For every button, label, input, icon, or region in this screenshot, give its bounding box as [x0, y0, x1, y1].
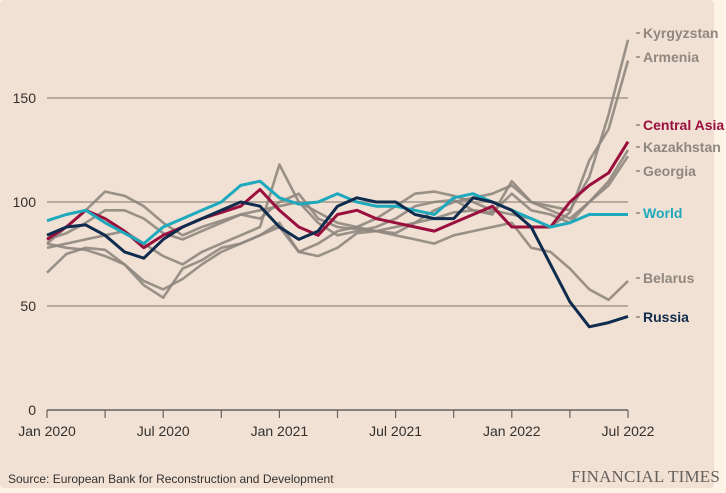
series-line-belarus: [46, 221, 629, 302]
y-axis: 0 50 100 150: [13, 90, 37, 418]
series-label-russia: Russia: [643, 309, 689, 325]
x-tick-label: Jan 2020: [18, 423, 76, 439]
y-tick-label: 50: [20, 298, 36, 314]
series-label-georgia: Georgia: [643, 163, 696, 179]
y-tick-label: 0: [28, 402, 36, 418]
series-lines: [46, 39, 630, 329]
x-tick-label: Jul 2021: [369, 423, 422, 439]
chart-panel: [0, 0, 714, 488]
series-line-world: [46, 179, 628, 246]
series-label-world: World: [643, 205, 682, 221]
x-tick-label: Jan 2021: [251, 423, 309, 439]
x-tick-label: Jul 2020: [137, 423, 190, 439]
series-line-georgia: [46, 155, 630, 300]
x-tick-label: Jul 2022: [602, 423, 655, 439]
series-label-central-asia: Central Asia: [643, 117, 724, 133]
ft-logo: FINANCIAL TIMES: [571, 467, 720, 486]
y-tick-label: 100: [13, 194, 37, 210]
source-note: Source: European Bank for Reconstruction…: [8, 472, 334, 486]
series-line-russia: [46, 196, 629, 329]
x-axis: Jan 2020 Jul 2020 Jan 2021 Jul 2021 Jan 2022…: [18, 409, 655, 439]
series-labels: Kyrgyzstan Armenia Central Asia Kazakhstan G…: [636, 25, 724, 325]
series-label-belarus: Belarus: [643, 270, 695, 286]
series-label-kyrgyzstan: Kyrgyzstan: [643, 25, 718, 41]
y-tick-label: 150: [13, 90, 37, 106]
series-label-armenia: Armenia: [643, 49, 699, 65]
series-label-kazakhstan: Kazakhstan: [643, 139, 721, 155]
x-tick-label: Jan 2022: [483, 423, 541, 439]
